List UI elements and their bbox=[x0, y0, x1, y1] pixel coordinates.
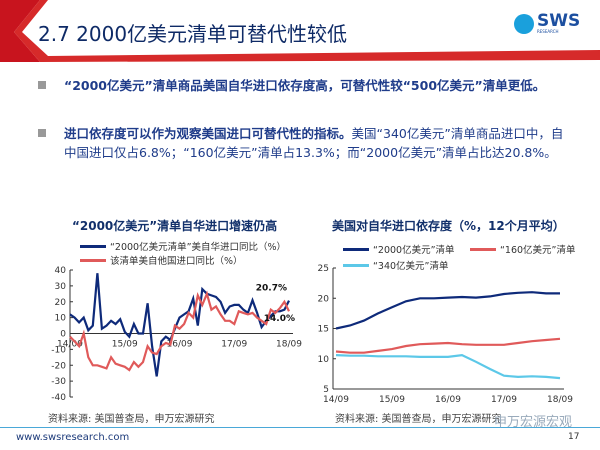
y-tick-label: -40 bbox=[51, 393, 66, 403]
series-line-2 bbox=[69, 290, 290, 372]
annotation-label: 14.0% bbox=[264, 314, 295, 324]
series-line-2 bbox=[335, 337, 561, 354]
x-tick-label: 18/09 bbox=[547, 395, 573, 405]
page-title: 2.7 2000亿美元清单可替代性较低 bbox=[38, 22, 348, 46]
series-line-1 bbox=[69, 273, 290, 377]
x-tick-label: 16/09 bbox=[435, 395, 461, 405]
footer-line bbox=[0, 427, 600, 428]
chart2-title: 美国对自华进口依存度（%，12个月平均） bbox=[332, 219, 565, 233]
y-tick-label: 20 bbox=[55, 298, 67, 308]
x-tick-label: 14/09 bbox=[57, 340, 83, 350]
chart2-source: 资料来源: 美国普查局，申万宏源研究 bbox=[335, 414, 502, 425]
chart2-legend-1: “2000亿美元”清单 bbox=[343, 242, 455, 256]
series-line-3 bbox=[335, 353, 561, 380]
chart1-source: 资料来源: 美国普查局，申万宏源研究 bbox=[48, 414, 215, 425]
x-tick-label: 15/09 bbox=[379, 395, 405, 405]
chart1-title: “2000亿美元”清单自华进口增速仍高 bbox=[72, 219, 278, 233]
bullet-2: 进口依存度可以作为观察美国进口可替代性的指标。美国“340亿美元”清单商品进口中… bbox=[38, 124, 568, 162]
page-number: 17 bbox=[568, 432, 580, 442]
y-tick-label: 5 bbox=[323, 385, 329, 395]
x-tick-label: 17/09 bbox=[491, 395, 517, 405]
chart2-legend-2: “160亿美元”清单 bbox=[470, 242, 575, 256]
watermark: 申万宏源宏观 bbox=[494, 415, 573, 430]
series-line-1 bbox=[335, 291, 560, 330]
y-tick-label: 0 bbox=[60, 330, 66, 340]
chart2-legend-3: “340亿美元”清单 bbox=[343, 258, 448, 272]
y-tick-label: 10 bbox=[318, 355, 330, 365]
y-tick-label: 20 bbox=[318, 294, 330, 304]
y-tick-label: 15 bbox=[318, 325, 329, 335]
y-tick-label: 10 bbox=[55, 314, 67, 324]
x-tick-label: 15/09 bbox=[112, 340, 138, 350]
x-tick-label: 14/09 bbox=[323, 395, 349, 405]
y-tick-label: -10 bbox=[51, 345, 66, 355]
sws-logo: SWS RESEARCH bbox=[514, 13, 580, 34]
bullet-1: “2000亿美元”清单商品美国自华进口依存度高，可替代性较“500亿美元”清单更… bbox=[38, 76, 568, 95]
x-tick-label: 18/09 bbox=[276, 340, 302, 350]
annotation-label: 20.7% bbox=[256, 284, 287, 294]
footer-url[interactable]: www.swsresearch.com bbox=[16, 432, 130, 443]
chart1-legend-2: 该清单美自他国进口同比（%） bbox=[80, 253, 243, 267]
y-tick-label: 30 bbox=[55, 282, 67, 292]
y-tick-label: -20 bbox=[51, 361, 66, 371]
x-tick-label: 16/09 bbox=[167, 340, 193, 350]
chart1-legend-1: “2000亿美元清单”美自华进口同比（%） bbox=[80, 239, 286, 253]
y-tick-label: 25 bbox=[318, 264, 329, 274]
y-tick-label: -30 bbox=[51, 377, 66, 387]
y-tick-label: 40 bbox=[55, 266, 67, 276]
x-tick-label: 17/09 bbox=[221, 340, 247, 350]
header-bg bbox=[0, 0, 600, 62]
